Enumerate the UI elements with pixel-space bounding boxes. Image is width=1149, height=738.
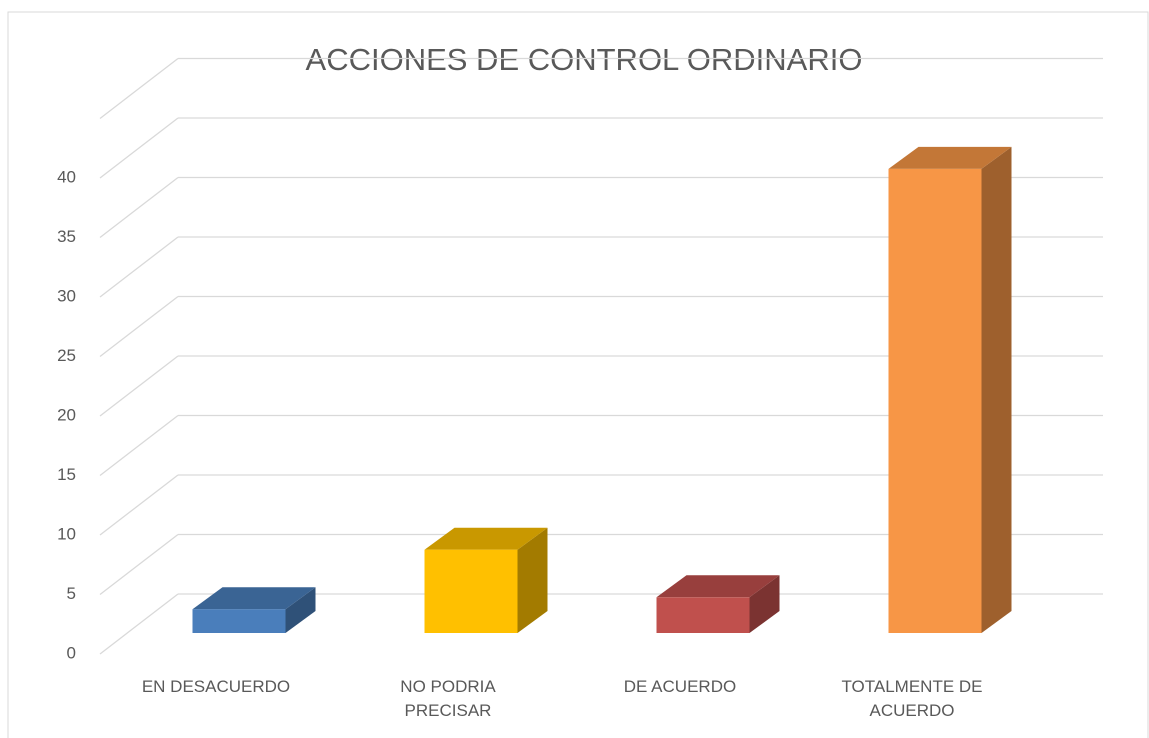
bar	[424, 549, 518, 633]
bar	[192, 609, 286, 633]
y-tick-label: 25	[57, 346, 76, 365]
x-tick-label: DE ACUERDO	[623, 677, 737, 696]
grid-line	[99, 355, 179, 417]
grid-line	[99, 295, 179, 358]
y-tick-label: 40	[57, 167, 76, 186]
y-tick-label: 15	[57, 465, 76, 484]
x-tick-label: NO PODRIA PRECISAR	[400, 677, 496, 720]
bar	[888, 168, 982, 633]
chart-title: ACCIONES DE CONTROL ORDINARIO	[306, 42, 863, 77]
x-tick-label: EN DESACUERDO	[141, 677, 291, 696]
bar-side	[517, 527, 548, 633]
grid-line	[99, 117, 179, 179]
y-tick-label: 35	[57, 227, 76, 246]
y-tick-label: 0	[67, 643, 76, 662]
wall-top	[99, 57, 179, 120]
bar-top	[424, 527, 548, 550]
bar-side	[749, 575, 780, 633]
grid-line	[99, 593, 179, 655]
bar	[656, 597, 750, 633]
grid-line	[99, 533, 179, 596]
y-tick-label: 20	[57, 405, 76, 424]
x-tick-label: TOTALMENTE DE ACUERDO	[841, 677, 983, 720]
grid-line	[99, 414, 179, 477]
grid-line	[99, 236, 179, 298]
bar-side	[285, 587, 316, 633]
y-tick-label: 5	[67, 584, 76, 603]
bar-top	[192, 587, 316, 610]
bar-top	[888, 146, 1012, 169]
bar-top	[656, 575, 780, 598]
grid-line	[99, 474, 179, 536]
bar-side	[981, 146, 1012, 633]
y-tick-label: 30	[57, 286, 76, 305]
y-tick-label: 10	[57, 524, 76, 543]
grid-line	[99, 176, 179, 239]
